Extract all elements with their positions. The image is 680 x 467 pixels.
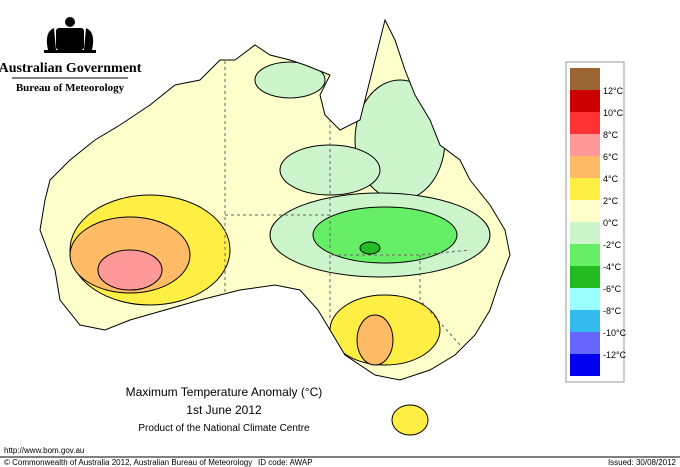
- id-code: ID code: AWAP: [258, 458, 313, 467]
- legend-label: 6°C: [603, 152, 619, 162]
- legend-swatch: [570, 266, 600, 288]
- legend-label: 2°C: [603, 196, 619, 206]
- legend-swatch: [570, 222, 600, 244]
- legend-swatch: [570, 310, 600, 332]
- legend-swatch: [570, 244, 600, 266]
- legend-label: 10°C: [603, 108, 624, 118]
- map-title: Maximum Temperature Anomaly (°C): [126, 385, 323, 399]
- legend-label: 4°C: [603, 174, 619, 184]
- legend-label: 0°C: [603, 218, 619, 228]
- legend-label: 8°C: [603, 130, 619, 140]
- legend-swatch: [570, 354, 600, 376]
- map-date: 1st June 2012: [186, 403, 262, 417]
- australia-map: [39, 19, 511, 436]
- map-product: Product of the National Climate Centre: [138, 423, 310, 434]
- legend-swatch: [570, 134, 600, 156]
- legend-swatch: [570, 112, 600, 134]
- coat-of-arms: [44, 17, 96, 53]
- url: http://www.bom.gov.au: [4, 446, 84, 455]
- legend-label: 12°C: [603, 86, 624, 96]
- legend-label: -10°C: [603, 328, 627, 338]
- legend-swatch: [570, 156, 600, 178]
- legend-swatch: [570, 90, 600, 112]
- legend-swatch: [570, 288, 600, 310]
- legend-label: -12°C: [603, 350, 627, 360]
- copyright: © Commonwealth of Australia 2012, Austra…: [4, 458, 252, 467]
- legend-swatch: [570, 68, 600, 90]
- bureau-name: Bureau of Meteorology: [16, 82, 125, 94]
- issued: Issued: 30/08/2012: [608, 458, 677, 467]
- legend-label: -6°C: [603, 284, 622, 294]
- legend-swatch: [570, 200, 600, 222]
- legend-swatch: [570, 332, 600, 354]
- legend-swatch: [570, 178, 600, 200]
- legend-label: -8°C: [603, 306, 622, 316]
- legend: 12°C 10°C 8°C 6°C 4°C 2°C 0°C -2°C -4°C -6°C -8°C -…: [565, 61, 627, 383]
- legend-label: -4°C: [603, 262, 622, 272]
- legend-label: -2°C: [603, 240, 622, 250]
- government-name: Australian Government: [0, 61, 142, 76]
